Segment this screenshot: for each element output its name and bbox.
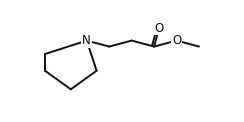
Text: O: O	[172, 34, 181, 47]
Text: O: O	[154, 22, 164, 35]
Text: N: N	[82, 34, 91, 47]
